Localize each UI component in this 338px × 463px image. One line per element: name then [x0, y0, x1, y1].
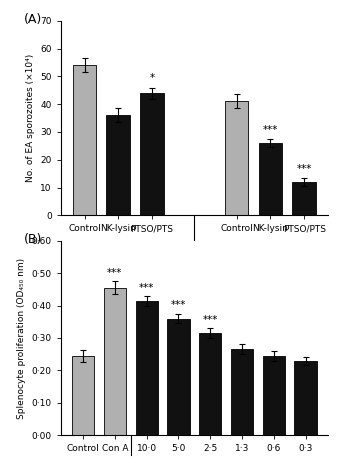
- Text: ***: ***: [263, 125, 278, 135]
- Bar: [72, 356, 94, 435]
- Bar: [259, 143, 282, 215]
- Bar: [199, 333, 221, 435]
- Bar: [73, 65, 96, 215]
- Text: ***: ***: [139, 282, 154, 293]
- Y-axis label: Splenocyte proliferation (OD₄₅₀ nm): Splenocyte proliferation (OD₄₅₀ nm): [17, 257, 26, 419]
- Text: *: *: [149, 73, 155, 83]
- Bar: [294, 361, 317, 435]
- Bar: [292, 182, 316, 215]
- Text: ***: ***: [296, 163, 312, 174]
- Bar: [136, 301, 158, 435]
- Bar: [140, 93, 164, 215]
- Bar: [104, 288, 126, 435]
- Text: (B): (B): [23, 233, 42, 246]
- Text: ***: ***: [202, 315, 218, 325]
- Text: 4 h incubation: 4 h incubation: [238, 251, 303, 260]
- Bar: [167, 319, 190, 435]
- Bar: [263, 356, 285, 435]
- Text: ***: ***: [107, 268, 123, 278]
- Bar: [225, 101, 248, 215]
- Bar: [106, 115, 130, 215]
- Bar: [231, 349, 253, 435]
- Text: ***: ***: [171, 300, 186, 311]
- Y-axis label: No. of EA sporozoites (×10⁴): No. of EA sporozoites (×10⁴): [26, 54, 35, 182]
- Text: 2 h incubation: 2 h incubation: [86, 251, 151, 260]
- Text: (A): (A): [23, 13, 42, 26]
